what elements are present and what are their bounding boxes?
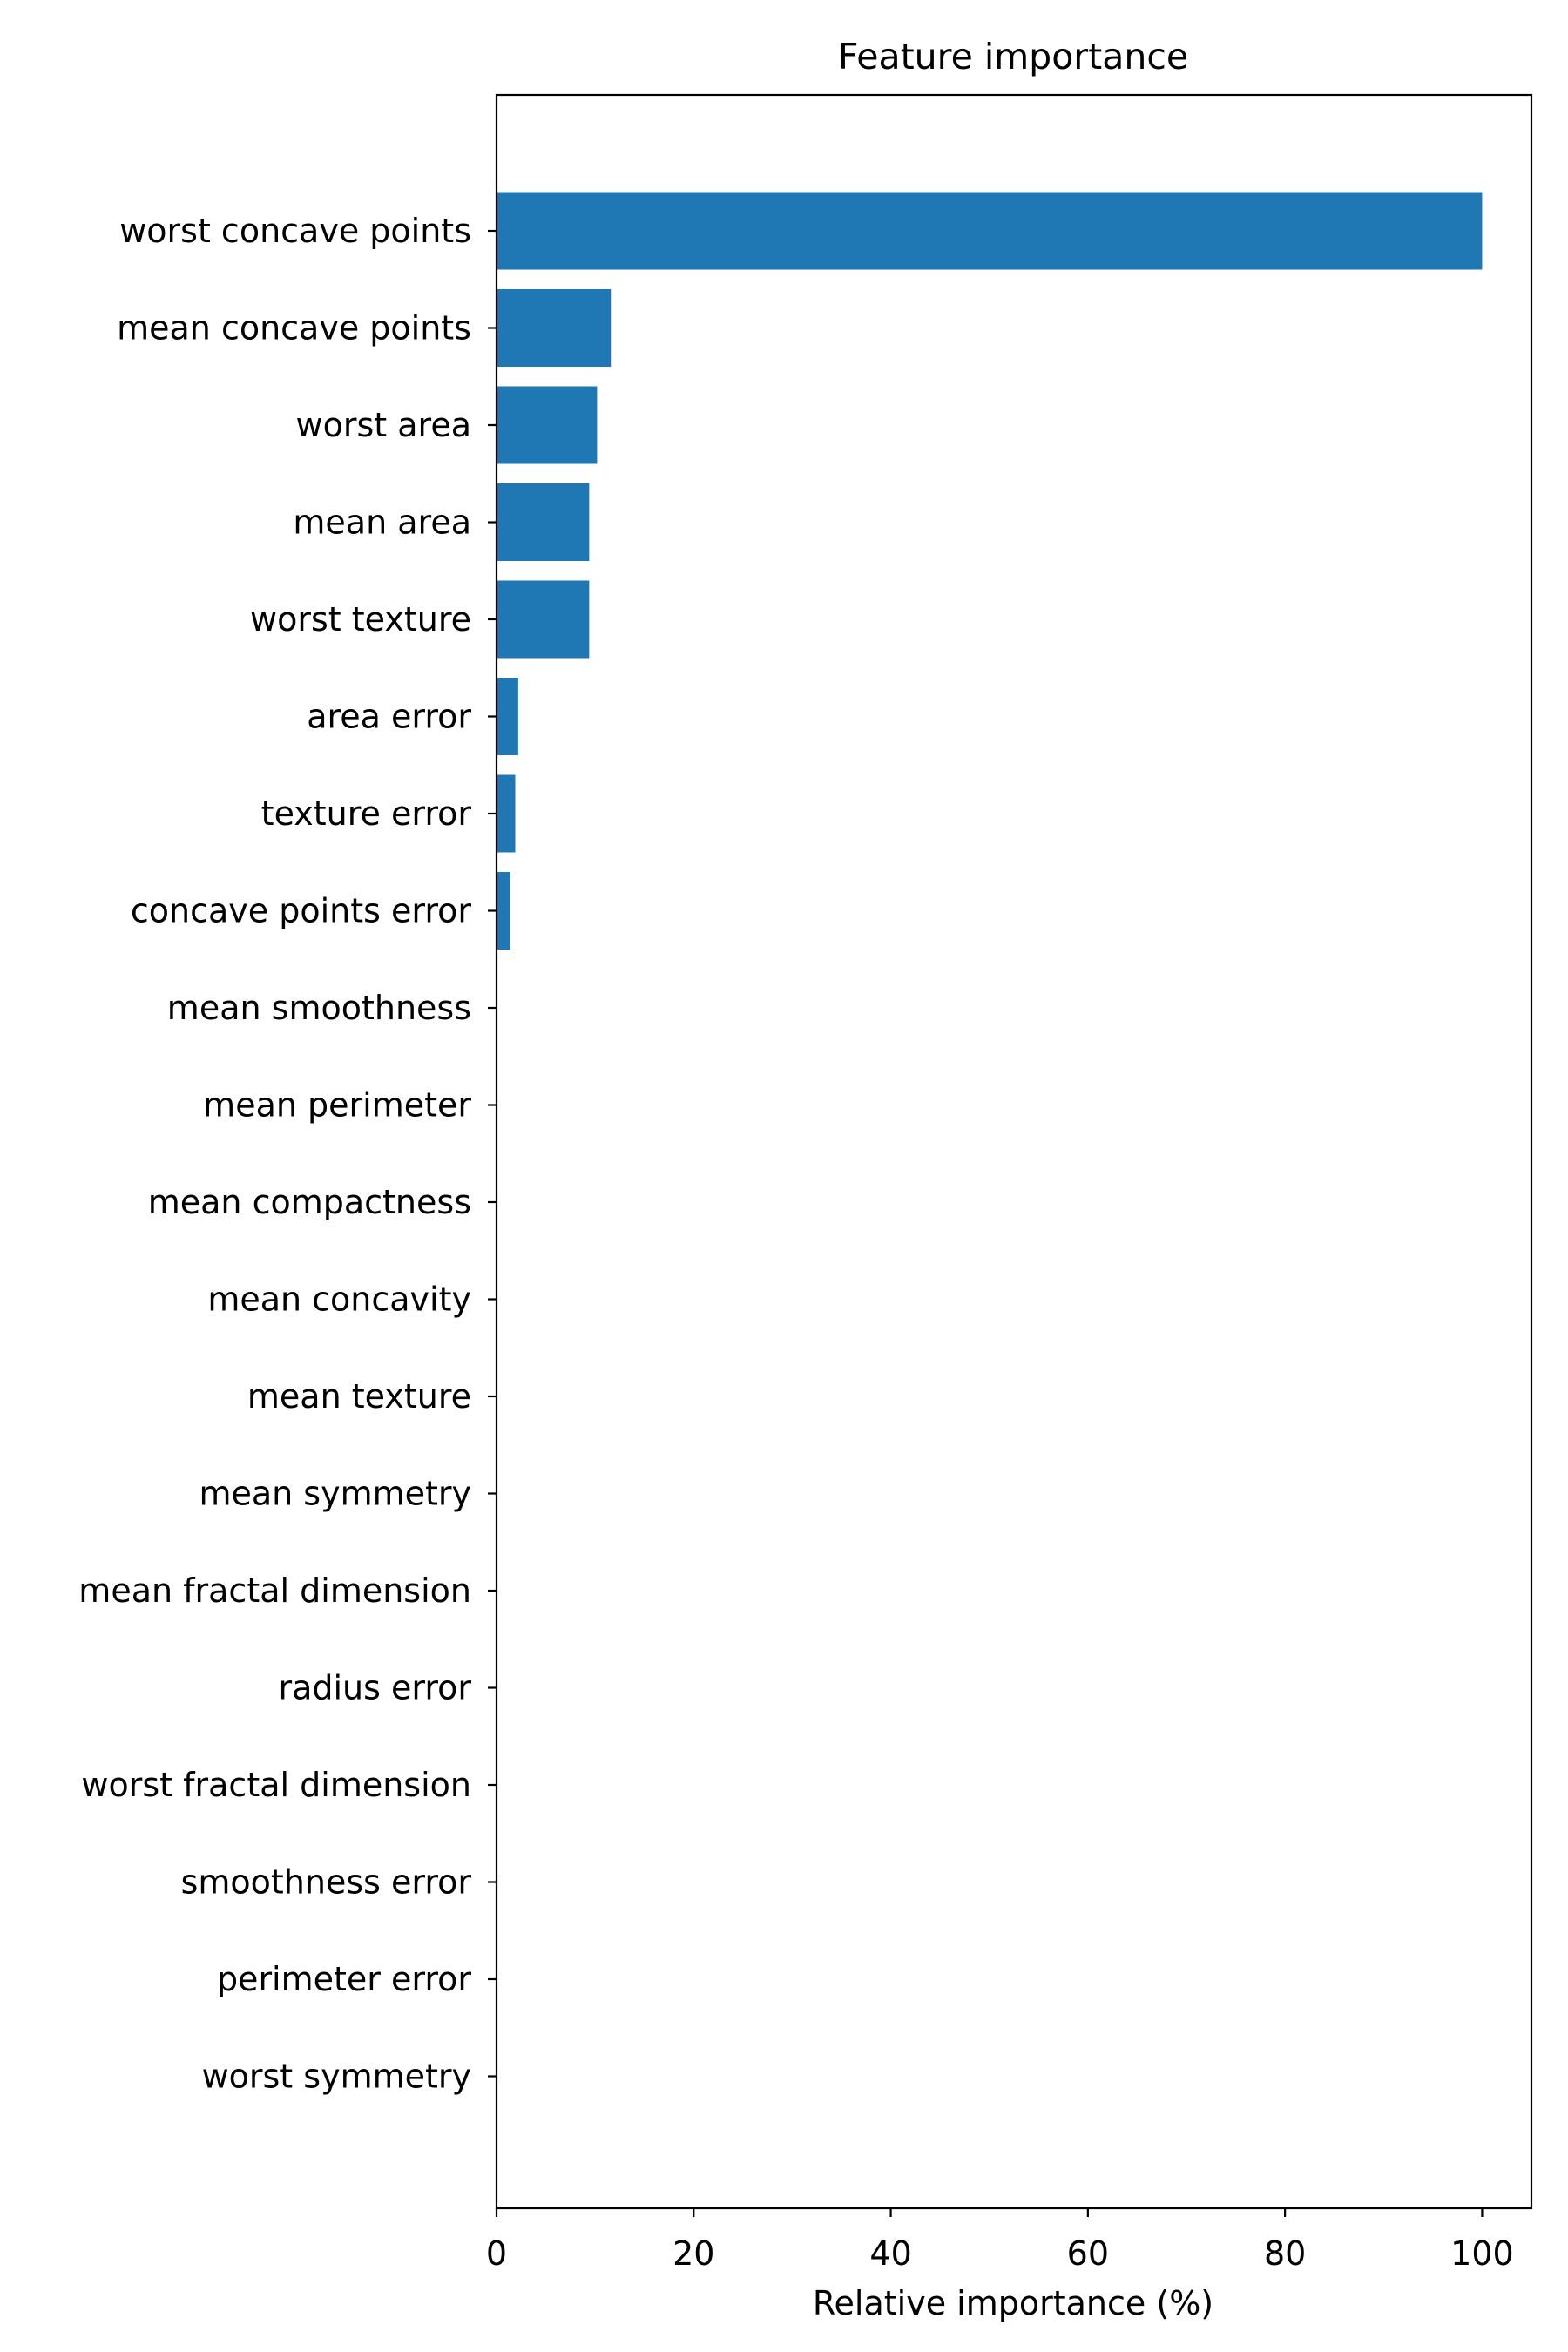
y-tick-label: mean compactness xyxy=(148,1183,471,1221)
y-tick-label: area error xyxy=(307,698,471,736)
y-tick-label: concave points error xyxy=(131,892,472,930)
x-tick-label: 100 xyxy=(1450,2234,1514,2273)
y-tick-label: worst area xyxy=(296,406,471,444)
y-tick-label: mean smoothness xyxy=(167,989,471,1027)
y-tick-label: mean area xyxy=(293,504,471,542)
y-axis: worst concave points mean concave points w… xyxy=(78,212,497,2096)
y-tick-label: smoothness error xyxy=(181,1863,472,1902)
y-tick-label: mean texture xyxy=(247,1377,471,1416)
plot-frame xyxy=(495,93,1533,2210)
y-tick-label: mean perimeter xyxy=(203,1086,471,1125)
y-tick-label: worst fractal dimension xyxy=(81,1766,471,1804)
x-tick-label: 0 xyxy=(486,2234,507,2273)
x-axis-label: Relative importance (%) xyxy=(813,2284,1213,2322)
y-tick-label: worst symmetry xyxy=(202,2058,471,2096)
y-tick-label: texture error xyxy=(261,794,472,833)
x-tick-label: 40 xyxy=(869,2234,911,2273)
y-tick-label: perimeter error xyxy=(217,1960,471,1998)
chart-title: Feature importance xyxy=(838,36,1188,78)
bar-area-error xyxy=(497,678,518,755)
y-tick-label: radius error xyxy=(278,1669,471,1707)
x-tick-label: 80 xyxy=(1264,2234,1306,2273)
bar-mean-concave-points xyxy=(497,289,612,367)
x-tick-label: 20 xyxy=(672,2234,714,2273)
y-tick-label: worst texture xyxy=(250,600,471,639)
y-tick-label: mean symmetry xyxy=(199,1475,471,1513)
y-tick-label: worst concave points xyxy=(119,212,471,250)
x-tick-label: 60 xyxy=(1067,2234,1109,2273)
bar-mean-area xyxy=(497,483,590,561)
bar-worst-texture xyxy=(497,580,590,659)
bars-layer xyxy=(497,192,1483,950)
y-tick-label: mean concave points xyxy=(117,309,471,348)
x-axis: 0 20 40 60 80 100 xyxy=(486,2208,1514,2273)
bar-texture-error xyxy=(497,774,516,853)
bar-concave-points-error xyxy=(497,872,510,950)
bar-worst-area xyxy=(497,386,598,464)
y-tick-label: mean fractal dimension xyxy=(78,1571,471,1610)
bar-worst-concave-points xyxy=(497,192,1483,270)
y-tick-label: mean concavity xyxy=(207,1281,471,1319)
